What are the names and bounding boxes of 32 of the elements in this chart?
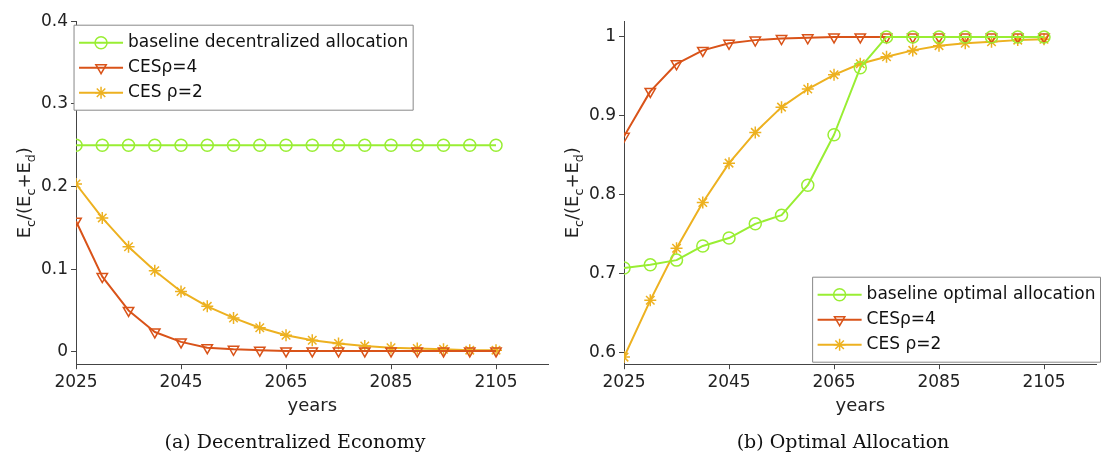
x-tick-label: 2085 (917, 370, 961, 391)
legend-label: baseline decentralized allocation (128, 31, 409, 52)
y-tick-label: 0.9 (588, 104, 617, 125)
legend-label: baseline optimal allocation (866, 283, 1096, 304)
x-tick-label: 2065 (264, 370, 308, 391)
y-tick-label: 0.6 (588, 340, 617, 361)
y-tick-label: 0.7 (588, 261, 617, 282)
x-tick-label: 2025 (602, 370, 646, 391)
legend-label: CESρ=4 (128, 56, 198, 77)
x-tick-label: 2025 (54, 370, 98, 391)
legend-label: CESρ=4 (866, 308, 936, 329)
x-tick-label: 2105 (474, 370, 518, 391)
legend-label: CES ρ=2 (866, 333, 942, 354)
y-axis-title: Ec/(Ec+Ed) (13, 147, 39, 239)
text: (a) Decentralized Economy (164, 429, 426, 452)
x-tick-label: 2045 (707, 370, 751, 391)
y-tick-label: 0 (57, 340, 69, 361)
x-tick-label: 2045 (159, 370, 203, 391)
x-axis-title: years (835, 394, 886, 416)
y-tick-label: 0.3 (40, 92, 69, 113)
legend-label: CES ρ=2 (128, 81, 203, 102)
y-axis-title: Ec/(Ec+Ed) (561, 147, 587, 239)
y-tick-label: 1 (605, 25, 617, 46)
y-tick-label: 0.4 (40, 9, 69, 30)
text: (b) Optimal Allocation (736, 429, 950, 452)
x-tick-label: 2065 (812, 370, 856, 391)
y-tick-label: 0.1 (40, 257, 69, 278)
x-axis-title: years (287, 394, 338, 416)
x-tick-label: 2105 (1022, 370, 1066, 391)
x-tick-label: 2085 (369, 370, 413, 391)
y-tick-label: 0.2 (40, 174, 69, 195)
y-tick-label: 0.8 (588, 183, 617, 204)
